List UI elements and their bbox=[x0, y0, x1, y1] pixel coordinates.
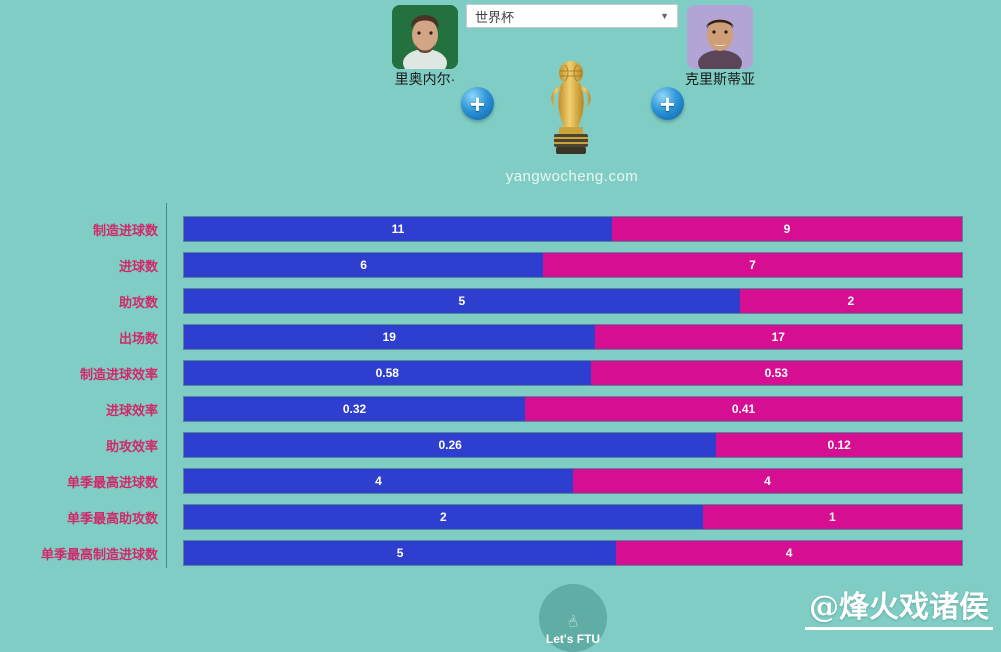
dropdown-arrow-icon: ▼ bbox=[660, 11, 669, 21]
right-player-segment: 0.53 bbox=[590, 361, 962, 385]
left-player-segment: 0.26 bbox=[184, 433, 717, 457]
chart-row: 助攻效率 0.26 0.12 bbox=[0, 432, 963, 458]
category-label: 制造进球数 bbox=[92, 222, 158, 238]
competition-select[interactable]: 世界杯 ▼ bbox=[466, 4, 678, 28]
left-player-segment: 0.58 bbox=[184, 361, 591, 385]
left-player-segment: 0.32 bbox=[184, 397, 526, 421]
chart-row: 单季最高进球数 4 4 bbox=[0, 468, 963, 494]
competition-select-value: 世界杯 bbox=[475, 9, 515, 25]
value-label: 0.32 bbox=[342, 402, 367, 416]
right-player-segment: 0.41 bbox=[525, 397, 962, 421]
left-player-segment: 19 bbox=[184, 325, 595, 349]
right-player-segment: 4 bbox=[616, 541, 962, 565]
value-label: 9 bbox=[783, 222, 791, 236]
value-label: 4 bbox=[764, 474, 771, 488]
value-label: 0.41 bbox=[731, 402, 756, 416]
chart-row: 制造进球数 11 9 bbox=[0, 216, 963, 242]
stacked-bar: 0.32 0.41 bbox=[183, 396, 963, 422]
category-label: 助攻数 bbox=[118, 294, 158, 310]
right-player-segment: 7 bbox=[543, 253, 962, 277]
value-label: 2 bbox=[439, 510, 447, 524]
logo-text: Let's FTU bbox=[545, 632, 601, 646]
right-player-segment: 9 bbox=[611, 217, 962, 241]
value-label: 4 bbox=[785, 546, 793, 560]
right-player-segment: 2 bbox=[739, 289, 962, 313]
value-label: 0.26 bbox=[438, 438, 462, 452]
left-player-segment: 11 bbox=[184, 217, 612, 241]
value-label: 0.53 bbox=[764, 366, 788, 380]
stacked-bar: 11 9 bbox=[183, 216, 963, 242]
plus-icon: + bbox=[659, 88, 676, 119]
value-label: 5 bbox=[458, 294, 466, 308]
chart-row: 进球效率 0.32 0.41 bbox=[0, 396, 963, 422]
category-label: 进球效率 bbox=[105, 402, 158, 418]
chart-row: 制造进球效率 0.58 0.53 bbox=[0, 360, 963, 386]
value-label: 6 bbox=[360, 258, 367, 272]
chart-row: 进球数 6 7 bbox=[0, 252, 963, 278]
category-label: 进球数 bbox=[118, 258, 158, 274]
value-label: 0.12 bbox=[827, 438, 851, 452]
player-left-avatar bbox=[392, 5, 458, 69]
left-player-segment: 5 bbox=[184, 289, 740, 313]
stacked-bar: 0.58 0.53 bbox=[183, 360, 963, 386]
player-right-avatar bbox=[687, 5, 753, 69]
category-label: 出场数 bbox=[118, 330, 158, 346]
add-player-right-button[interactable]: + bbox=[651, 87, 684, 120]
messi-portrait-image bbox=[392, 5, 458, 69]
lets-ftu-logo: ☝ Let's FTU bbox=[539, 584, 607, 652]
chart-row: 出场数 19 17 bbox=[0, 324, 963, 350]
category-label: 助攻效率 bbox=[105, 438, 158, 454]
value-label: 2 bbox=[847, 294, 855, 308]
chart-row: 单季最高制造进球数 5 4 bbox=[0, 540, 963, 566]
left-player-segment: 5 bbox=[184, 541, 617, 565]
value-label: 5 bbox=[396, 546, 404, 560]
chart-axis-line bbox=[166, 203, 167, 568]
value-label: 7 bbox=[749, 258, 756, 272]
value-label: 4 bbox=[375, 474, 382, 488]
right-player-segment: 0.12 bbox=[716, 433, 962, 457]
left-player-segment: 2 bbox=[184, 505, 703, 529]
value-label: 11 bbox=[391, 222, 405, 236]
right-player-segment: 17 bbox=[594, 325, 962, 349]
chart-row: 单季最高助攻数 2 1 bbox=[0, 504, 963, 530]
stacked-bar: 0.26 0.12 bbox=[183, 432, 963, 458]
category-label: 单季最高制造进球数 bbox=[40, 546, 158, 562]
watermark-text: @烽火戏诸侯 bbox=[805, 582, 993, 630]
world-cup-trophy-icon bbox=[535, 57, 607, 164]
category-label: 单季最高进球数 bbox=[66, 474, 158, 490]
value-label: 19 bbox=[382, 330, 396, 344]
plus-icon: + bbox=[469, 88, 486, 119]
left-player-segment: 4 bbox=[184, 469, 573, 493]
value-label: 0.58 bbox=[375, 366, 399, 380]
category-label: 单季最高助攻数 bbox=[66, 510, 158, 526]
chart-row: 助攻数 5 2 bbox=[0, 288, 963, 314]
category-label: 制造进球效率 bbox=[79, 366, 158, 382]
right-player-segment: 4 bbox=[573, 469, 962, 493]
player-right-name: 克里斯蒂亚 bbox=[685, 71, 755, 87]
value-label: 17 bbox=[771, 330, 785, 344]
right-player-segment: 1 bbox=[702, 505, 962, 529]
stacked-bar: 19 17 bbox=[183, 324, 963, 350]
ronaldo-portrait-image bbox=[687, 5, 753, 69]
value-label: 1 bbox=[828, 510, 836, 524]
player-left-name: 里奥内尔· bbox=[394, 71, 456, 87]
comparison-chart: 制造进球数 11 9 进球数 6 7 助攻数 5 2 出场数 19 17 制造进球效率 0.58 0.53 进… bbox=[0, 216, 963, 576]
logo-hand-icon: ☝ bbox=[565, 613, 580, 632]
left-player-segment: 6 bbox=[184, 253, 544, 277]
site-caption: yangwocheng.com bbox=[505, 168, 639, 185]
add-player-left-button[interactable]: + bbox=[461, 87, 494, 120]
